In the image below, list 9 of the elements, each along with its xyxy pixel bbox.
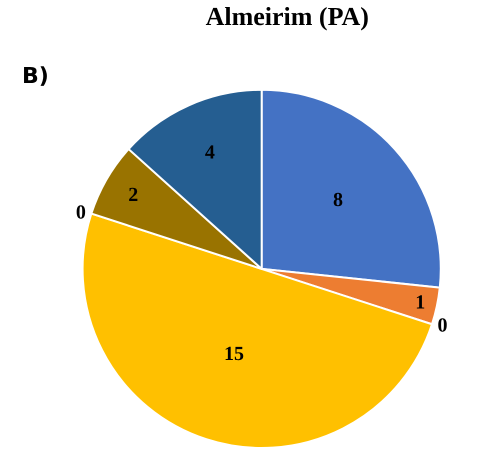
data-label: 4 [204, 142, 215, 164]
data-label: 15 [224, 343, 244, 366]
data-label: 2 [128, 184, 138, 206]
data-label: 1 [415, 292, 426, 314]
chart-title: Almeirim (PA) [206, 2, 369, 31]
text: 0 [438, 314, 448, 336]
data-label: 8 [333, 189, 344, 212]
text: B) [22, 64, 49, 89]
text: 0 [76, 202, 86, 224]
